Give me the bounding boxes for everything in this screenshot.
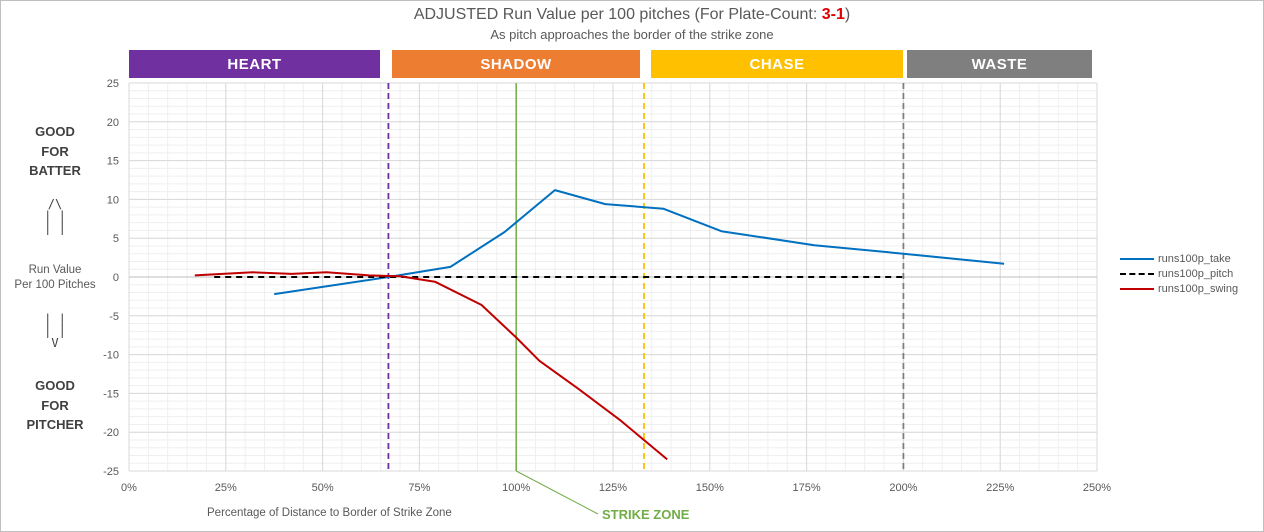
zone-label: CHASE [749,55,805,73]
arrow-up: /\ | | | | [25,198,85,234]
good-for-pitcher-label: GOOD FOR PITCHER [10,376,100,435]
arrow-line: | | [44,209,66,223]
side-line: FOR [41,143,69,159]
y-tick-label: -25 [103,466,119,478]
side-line: GOOD [35,124,75,139]
title-suffix: ) [844,6,851,23]
x-tick-label: 100% [502,482,530,494]
good-for-batter-label: GOOD FOR BATTER [10,122,100,181]
y-tick-label: 5 [113,233,119,245]
y-tick-label: 25 [107,78,119,90]
zone-label: WASTE [971,55,1028,73]
legend-label: runs100p_swing [1158,282,1239,295]
legend-item-pitch: runs100p_pitch [1120,266,1238,281]
x-tick-label: 175% [793,482,821,494]
x-tick-label: 125% [599,482,627,494]
x-tick-label: 225% [986,482,1014,494]
legend-swatch [1120,257,1154,260]
y-tick-label: 0 [113,272,119,284]
legend-label: runs100p_take [1158,252,1231,265]
y-tick-label: 15 [107,156,119,168]
arrow-line: /\ [47,197,63,211]
arrow-line: | | [44,312,66,326]
x-tick-label: 200% [889,482,917,494]
zone-label: SHADOW [480,55,552,73]
y-tick-label: -15 [103,388,119,400]
y-tick-label: 20 [107,117,119,129]
arrow-line: | | [44,324,66,338]
zone-banner-waste: WASTE [907,50,1092,78]
series-layer [194,189,1005,461]
side-line: PITCHER [26,417,84,432]
chart-subtitle: As pitch approaches the border of the st… [490,27,774,42]
x-tick-label: 50% [312,482,334,494]
x-axis-label: Percentage of Distance to Border of Stri… [207,507,452,519]
title-prefix: ADJUSTED Run Value per 100 pitches (For … [413,6,822,23]
legend-label: runs100p_pitch [1158,267,1234,280]
legend: runs100p_take runs100p_pitch runs100p_sw… [1120,251,1238,296]
x-tick-labels: 0% 25% 50% 75% 100% 125% 150% 175% 200% 225% 250% [121,482,1111,494]
zone-label: HEART [227,55,282,73]
y-tick-labels: -25 -20 -15 -10 -5 0 5 10 15 20 25 [103,78,119,478]
y-tick-label: 10 [107,194,119,206]
x-tick-label: 25% [215,482,237,494]
x-tick-label: 0% [121,482,137,494]
series-line-runs100p_take [274,189,1005,296]
zone-banner-shadow: SHADOW [392,50,640,78]
chart-title: ADJUSTED Run Value per 100 pitches (For … [0,6,1264,24]
side-line: GOOD [35,378,75,393]
legend-item-take: runs100p_take [1120,251,1238,266]
x-tick-label: 250% [1083,482,1111,494]
legend-swatch [1120,287,1154,290]
side-line: BATTER [29,163,81,178]
y-axis-label: Run Value Per 100 Pitches [0,263,110,293]
side-line: FOR [41,397,69,413]
zone-banner-chase: CHASE [651,50,903,78]
arrow-line: V [51,336,59,350]
plate-count: 3-1 [821,6,845,23]
x-tick-label: 75% [408,482,430,494]
strike-zone-label: STRIKE ZONE [602,507,690,522]
y-tick-label: -10 [103,350,119,362]
strike-zone-pointer [515,470,599,515]
y-axis-label-line: Run Value [28,264,82,276]
arrow-down: | | | | V [25,313,85,349]
y-tick-label: -20 [103,427,119,439]
y-tick-label: -5 [109,311,119,323]
y-axis-label-line: Per 100 Pitches [14,279,96,291]
legend-item-swing: runs100p_swing [1120,281,1238,296]
arrow-line: | | [44,221,66,235]
major-grid [128,82,1098,472]
reference-lines [387,83,905,471]
series-line-runs100p_swing [194,271,668,461]
zone-banner-heart: HEART [129,50,380,78]
legend-swatch [1120,272,1154,275]
x-tick-label: 150% [696,482,724,494]
